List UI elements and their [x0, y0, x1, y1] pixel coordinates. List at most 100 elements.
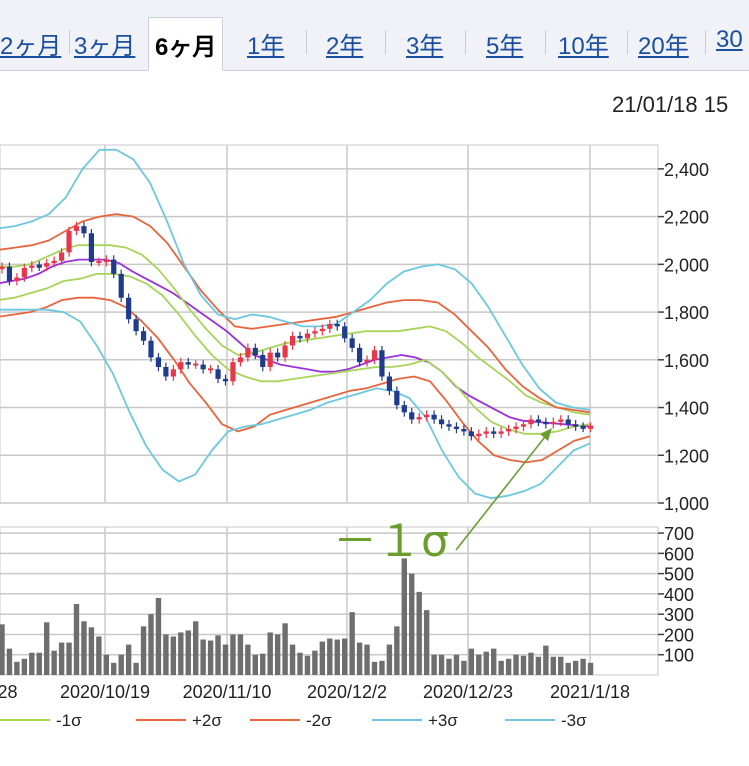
candle-body [446, 424, 452, 427]
candle-body [73, 226, 80, 231]
candle-body [0, 266, 5, 270]
volume-bar [505, 658, 512, 675]
volume-tick-label: 300 [664, 605, 694, 625]
volume-bar [29, 652, 35, 675]
volume-bar [66, 642, 72, 675]
volume-bar [572, 660, 579, 675]
candle-body [103, 259, 109, 262]
tab-2-months[interactable]: 2ヶ月 [0, 33, 62, 60]
tab-separator [385, 30, 386, 54]
price-tick-label: 1,400 [664, 399, 709, 419]
volume-bar [222, 644, 229, 675]
volume-bar [215, 635, 221, 675]
candle-body [342, 326, 348, 339]
volume-bar [81, 621, 87, 675]
candle-body [133, 319, 139, 332]
volume-bar [297, 652, 303, 675]
candle-body [6, 266, 13, 282]
volume-bar [282, 623, 288, 675]
volume-bar [245, 644, 251, 675]
volume-tick-label: 700 [664, 524, 694, 544]
candle-body [59, 252, 65, 261]
candle-body [275, 352, 281, 358]
tab-30-years[interactable]: 30 [716, 26, 743, 53]
volume-bar [0, 624, 5, 675]
tab-1-year[interactable]: 1年 [247, 33, 285, 60]
volume-bar [125, 644, 132, 675]
volume-bar [274, 634, 281, 675]
candle-body [178, 362, 184, 370]
tab-separator [627, 30, 628, 54]
volume-bar [237, 634, 244, 675]
candle-body [513, 426, 519, 430]
volume-bar [476, 654, 482, 675]
date-tick-label: 2021/1/18 [550, 682, 630, 702]
tab-3-years[interactable]: 3年 [406, 33, 444, 60]
candle-body [245, 347, 251, 358]
candle-body [334, 324, 340, 327]
volume-bar [491, 648, 497, 675]
candle-body [431, 414, 437, 420]
candle-body [528, 419, 534, 425]
candlesticks [0, 221, 594, 441]
candle-body [88, 233, 94, 262]
tab-separator [705, 30, 706, 54]
date-tick-label: 2020/12/23 [423, 682, 513, 702]
tab-10-years[interactable]: 10年 [558, 33, 609, 60]
band-line-6 [0, 308, 591, 500]
candle-body [208, 368, 214, 371]
price-tick-label: 2,400 [664, 160, 709, 180]
tab-6-months[interactable]: 6ヶ月 [148, 17, 224, 71]
band-line-2 [0, 272, 591, 435]
candle-body [96, 260, 102, 263]
candle-body [453, 426, 460, 430]
volume-bar [379, 660, 385, 675]
volume-bar [133, 662, 139, 675]
volume-bar [185, 630, 191, 675]
candle-body [535, 419, 541, 422]
candle-body [230, 362, 236, 382]
tab-separator [545, 30, 546, 54]
volume-bar [416, 591, 422, 675]
volume-tick-label: 100 [664, 646, 694, 666]
candle-body [371, 350, 378, 360]
candle-body [558, 419, 564, 422]
volume-bar [103, 654, 109, 675]
volume-bar [334, 639, 340, 675]
price-tick-label: 1,800 [664, 303, 709, 323]
volume-bar [96, 636, 102, 675]
volume-bar [386, 644, 393, 675]
candle-body [252, 347, 258, 356]
volume-bar [461, 660, 467, 675]
price-tick-label: 2,000 [664, 255, 709, 275]
tab-2-years[interactable]: 2年 [326, 33, 364, 60]
volume-bar [140, 626, 147, 675]
last-updated-datetime: 21/01/18 15 [612, 92, 729, 117]
tab-3-months[interactable]: 3ヶ月 [74, 33, 136, 60]
volume-bar [371, 661, 378, 675]
date-tick-label: 9/28 [0, 682, 18, 702]
volume-bar [6, 648, 13, 675]
volume-tick-label: 200 [664, 625, 694, 645]
tab-separator [306, 30, 307, 54]
legend: -1σ +2σ -2σ +3σ -3σ [0, 711, 587, 730]
tab-20-years[interactable]: 20年 [638, 33, 689, 60]
volume-tick-label: 400 [664, 585, 694, 605]
candle-body [520, 424, 527, 427]
volume-bar [36, 652, 42, 675]
tab-5-years[interactable]: 5年 [486, 33, 524, 60]
volume-bar [409, 573, 415, 675]
candle-body [200, 364, 206, 370]
price-grid [0, 145, 658, 504]
volume-bar [58, 642, 65, 675]
candle-body [349, 338, 355, 348]
candle-body [565, 419, 571, 425]
sigma-annotation-label: －１σ [333, 516, 449, 567]
date-tick-label: 2020/12/2 [307, 682, 387, 702]
candle-body [44, 263, 50, 267]
candle-body [543, 421, 549, 425]
candle-body [550, 421, 556, 425]
candle-body [36, 264, 42, 268]
volume-bar [528, 652, 534, 675]
candle-body [401, 405, 407, 413]
